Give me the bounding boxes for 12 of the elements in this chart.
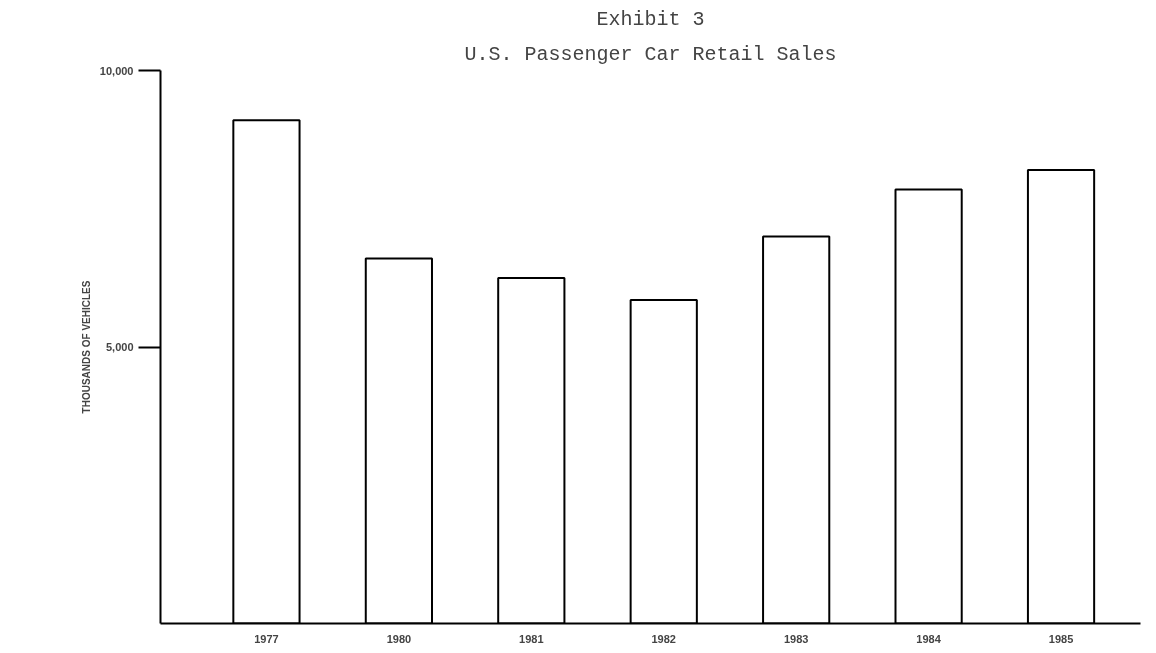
- y-tick-label: 5,000: [105, 341, 134, 353]
- x-tick-label: 1981: [519, 632, 544, 645]
- x-tick-label: 1980: [386, 632, 412, 645]
- chart-title: Exhibit 3: [596, 7, 705, 31]
- x-tick-label: 1983: [783, 632, 809, 645]
- y-tick-label: 10,000: [99, 64, 134, 77]
- y-axis-title: THOUSANDS OF VEHICLES: [80, 280, 92, 414]
- x-tick-label: 1984: [916, 632, 942, 645]
- x-tick-label: 1977: [254, 632, 279, 645]
- x-tick-label: 1982: [651, 632, 676, 645]
- x-tick-label: 1985: [1048, 632, 1074, 645]
- chart-subtitle: U.S. Passenger Car Retail Sales: [464, 42, 837, 66]
